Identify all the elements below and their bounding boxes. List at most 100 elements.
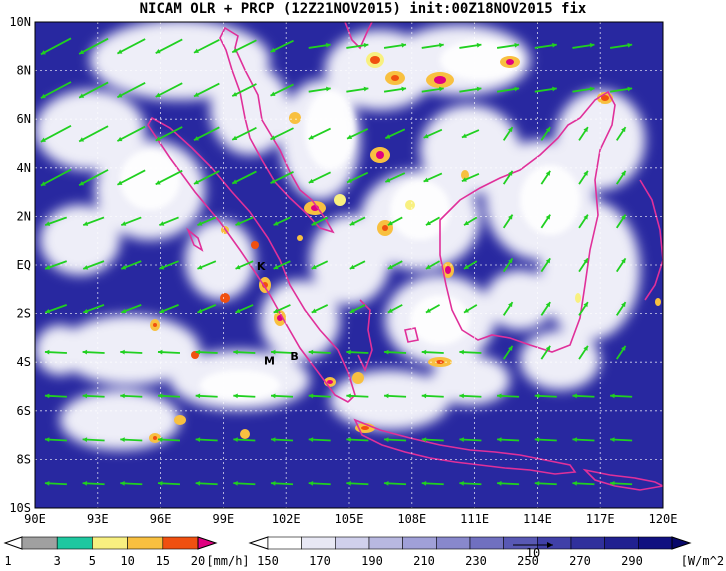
precip-cb-unit: [mm/h] [206, 554, 249, 568]
wind-arrow [273, 260, 291, 270]
wind-arrow [120, 260, 142, 270]
wind-arrow [78, 37, 109, 55]
wind-arrow [273, 216, 291, 226]
wind-arrow [159, 304, 179, 314]
wind-arrow [540, 345, 551, 360]
wind-arrow [534, 437, 557, 443]
wind-arrow [270, 171, 294, 184]
olr-cb-segment [436, 536, 471, 550]
lon-tick-label: 114E [523, 512, 552, 526]
wind-arrow [120, 480, 143, 486]
wind-arrow [540, 301, 551, 316]
lon-tick-label: 117E [586, 512, 615, 526]
precip-cb-label: 10 [120, 554, 134, 568]
wind-arrow [157, 437, 181, 443]
wind-arrow [40, 168, 72, 187]
latitude-tick-labels: 10N 8N 6N 4N 2N EQ 2S 4S 6S 8S 10S [9, 15, 31, 515]
olr-cb-label: 250 [517, 554, 539, 568]
lat-tick-label: EQ [17, 258, 31, 272]
wind-arrow [421, 349, 444, 355]
coast-bali-lombok [582, 468, 663, 491]
wind-arrow [463, 260, 478, 270]
wind-arrow [502, 170, 514, 185]
lat-tick-label: 8N [17, 64, 31, 78]
wind-arrow [157, 393, 181, 399]
lat-tick-label: 6N [17, 112, 31, 126]
lon-tick-label: 120E [649, 512, 678, 526]
wind-arrow [610, 393, 633, 399]
olr-cb-label: 190 [361, 554, 383, 568]
wind-arrow [270, 437, 294, 443]
wind-arrow [195, 393, 218, 399]
wind-arrow [273, 304, 291, 314]
wind-arrow [233, 349, 256, 355]
wind-arrow [82, 260, 105, 270]
station-markers: K M B [257, 260, 299, 368]
wind-arrow [231, 39, 257, 54]
wind-arrow [540, 126, 551, 141]
wind-arrow [534, 42, 557, 49]
wind-arrow [193, 82, 220, 98]
wind-arrow [82, 480, 105, 486]
wind-arrow [615, 126, 627, 141]
wind-arrow [155, 82, 183, 98]
wind-arrow [384, 349, 407, 355]
precip-cb-label: 20 [191, 554, 205, 568]
wind-arrow [82, 393, 105, 399]
wind-arrow [346, 128, 369, 140]
olr-cb-low-arrow [248, 536, 269, 550]
coast-siberut [186, 227, 204, 252]
coast-java [353, 418, 577, 475]
wind-arrow [44, 480, 67, 486]
wind-arrow [195, 349, 218, 355]
wind-arrow [78, 125, 109, 143]
lat-tick-label: 2N [17, 209, 31, 223]
olr-colorbar: 150 170 190 210 230 250 270 290 [W/m^2] 10 [248, 536, 726, 568]
wind-arrow [233, 437, 256, 443]
lat-tick-label: 4S [17, 355, 31, 369]
wind-arrow [82, 437, 105, 443]
wind-arrow [120, 393, 143, 399]
olr-cb-label: 170 [309, 554, 331, 568]
wind-arrow [116, 82, 146, 99]
wind-arrow [425, 304, 440, 314]
wind-arrow [540, 257, 551, 273]
station-marker-b: B [290, 350, 298, 363]
precip-cb-segment [127, 536, 164, 550]
wind-arrow [120, 216, 142, 226]
wind-arrow [572, 42, 595, 49]
wind-arrow [384, 437, 407, 443]
wind-arrow [155, 169, 183, 186]
wind-arrow [572, 86, 595, 93]
wind-arrow [235, 216, 254, 226]
wind-arrow [233, 480, 256, 486]
wind-arrow [384, 172, 406, 183]
precip-colorbar: 1 3 5 10 15 20 [mm/h] [3, 536, 250, 568]
wind-arrow [421, 437, 444, 443]
wind-arrow [231, 170, 257, 185]
wind-arrow [459, 437, 482, 443]
lon-tick-label: 99E [213, 512, 235, 526]
olr-cb-segment [638, 536, 673, 550]
wind-arrow [44, 393, 67, 399]
olr-cb-segment [402, 536, 437, 550]
wind-arrow [383, 86, 407, 93]
olr-cb-high-arrow [671, 536, 692, 550]
wind-arrow [308, 86, 331, 93]
precip-cb-label: 15 [156, 554, 170, 568]
lon-tick-label: 90E [24, 512, 46, 526]
wind-arrow [270, 127, 294, 141]
wind-arrow [349, 304, 366, 314]
wind-arrow [463, 216, 478, 226]
coast-borneo [439, 90, 616, 353]
wind-arrow [497, 480, 520, 486]
wind-arrow [578, 170, 589, 185]
wind-arrow [159, 216, 179, 226]
wind-arrow [157, 349, 181, 355]
precip-cb-label: 1 [4, 554, 11, 568]
olr-cb-label: 210 [413, 554, 435, 568]
olr-cb-segment [570, 536, 605, 550]
wind-arrow [572, 393, 595, 399]
wind-arrow [311, 216, 329, 226]
